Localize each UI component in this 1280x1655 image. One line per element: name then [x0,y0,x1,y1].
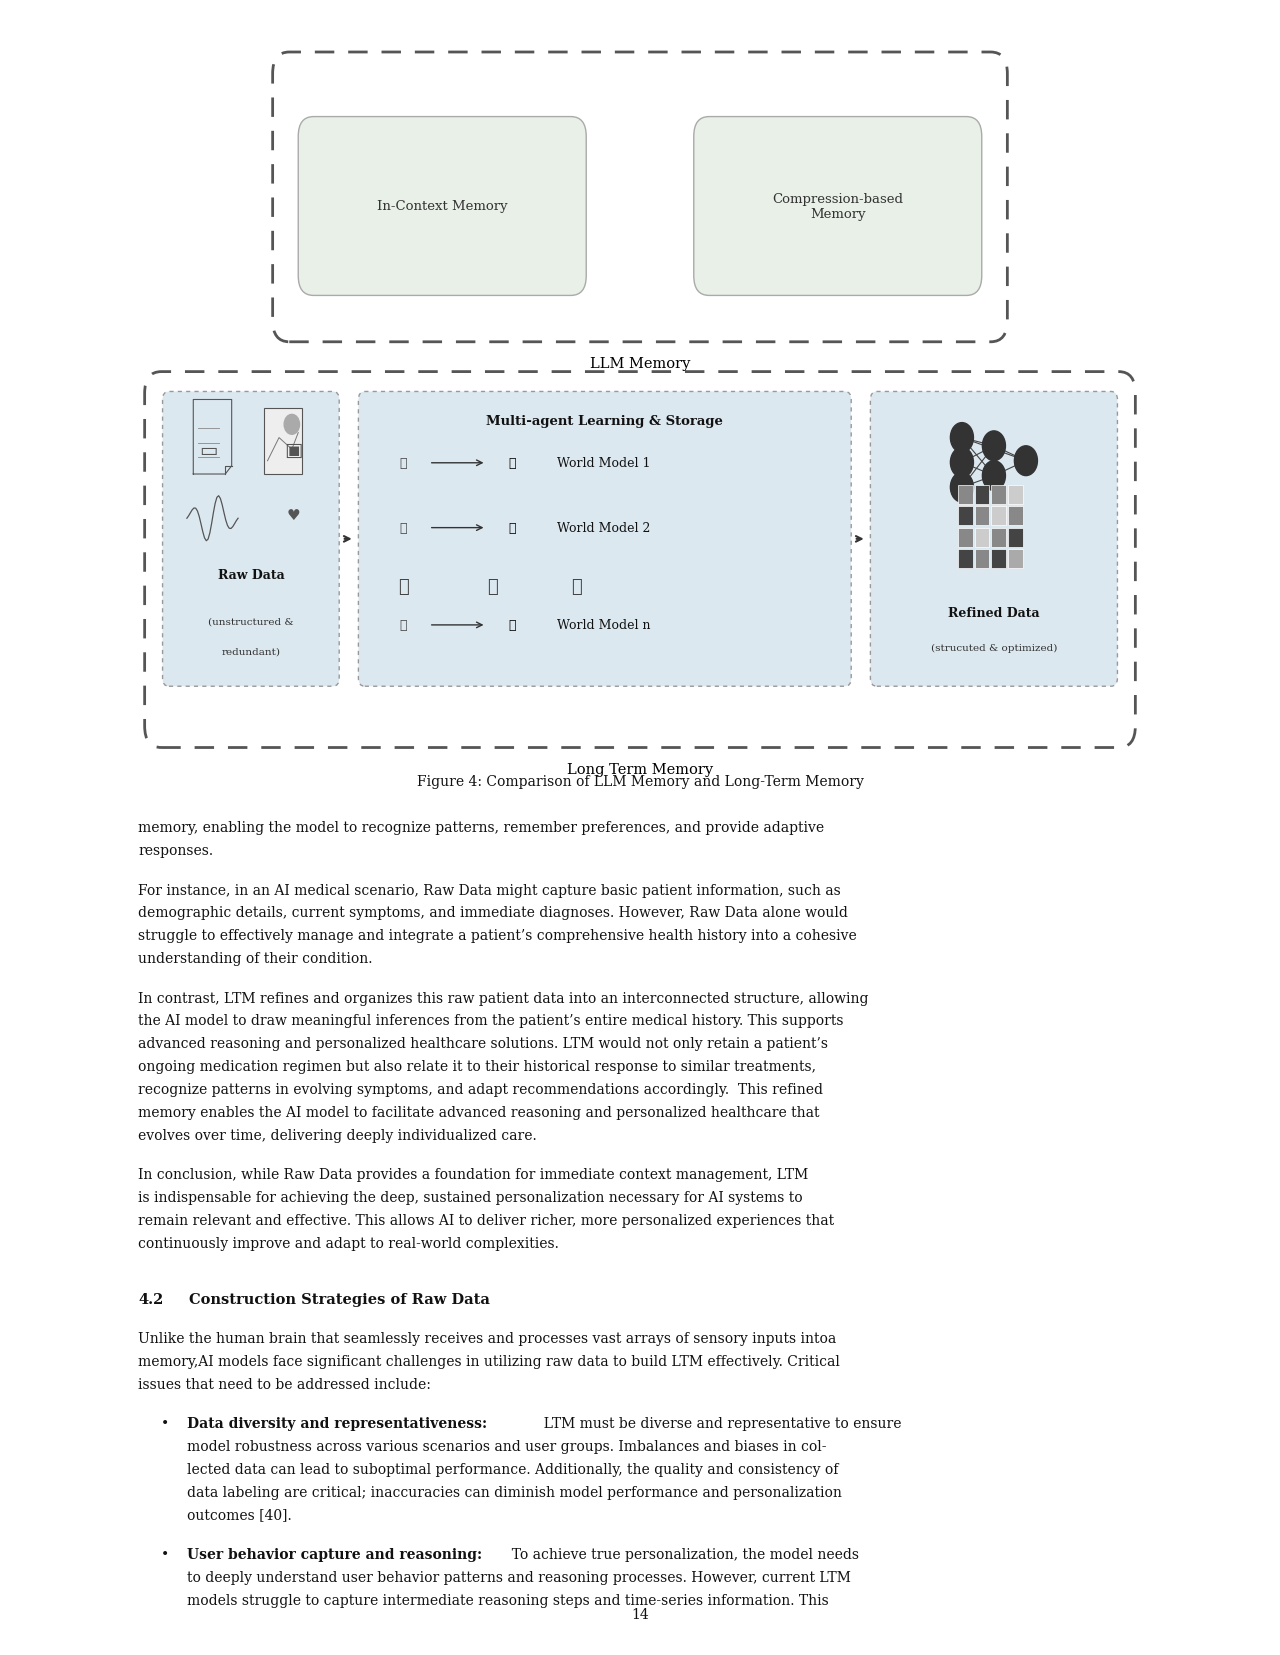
Text: In-Context Memory: In-Context Memory [376,200,508,213]
Text: 🧠: 🧠 [508,457,516,470]
Text: Unlike the human brain that seamlessly receives and processes vast arrays of sen: Unlike the human brain that seamlessly r… [138,1331,837,1346]
Bar [264,409,302,475]
Text: advanced reasoning and personalized healthcare solutions. LTM would not only ret: advanced reasoning and personalized heal… [138,1036,828,1051]
Text: the AI model to draw meaningful inferences from the patient’s entire medical his: the AI model to draw meaningful inferenc… [138,1015,844,1028]
Text: ⋮: ⋮ [571,578,581,596]
Bar [991,528,1006,548]
Text: demographic details, current symptoms, and immediate diagnoses. However, Raw Dat: demographic details, current symptoms, a… [138,905,849,920]
Text: memory,AI models face significant challenges in utilizing raw data to build LTM : memory,AI models face significant challe… [138,1354,840,1369]
Text: ⚙: ⚙ [399,619,407,632]
Circle shape [950,449,973,478]
Bar [957,506,973,526]
Text: ongoing medication regimen but also relate it to their historical response to si: ongoing medication regimen but also rela… [138,1059,817,1074]
Text: redundant): redundant) [221,647,280,655]
Text: Refined Data: Refined Data [948,607,1039,619]
Circle shape [950,473,973,503]
Text: memory, enabling the model to recognize patterns, remember preferences, and prov: memory, enabling the model to recognize … [138,821,824,834]
Text: ▭: ▭ [200,442,218,460]
Circle shape [1015,447,1038,477]
Bar [975,549,989,569]
Circle shape [983,432,1006,462]
Text: memory enables the AI model to facilitate advanced reasoning and personalized he: memory enables the AI model to facilitat… [138,1106,819,1119]
FancyBboxPatch shape [298,118,586,296]
Text: issues that need to be addressed include:: issues that need to be addressed include… [138,1377,431,1390]
Text: LLM Memory: LLM Memory [590,357,690,371]
Text: 🧠: 🧠 [508,619,516,632]
FancyBboxPatch shape [694,118,982,296]
Text: lected data can lead to suboptimal performance. Additionally, the quality and co: lected data can lead to suboptimal perfo… [187,1461,838,1476]
Bar [991,506,1006,526]
Text: Data diversity and representativeness:: Data diversity and representativeness: [187,1417,486,1430]
Text: responses.: responses. [138,844,214,857]
Text: evolves over time, delivering deeply individualized care.: evolves over time, delivering deeply ind… [138,1129,538,1142]
Text: model robustness across various scenarios and user groups. Imbalances and biases: model robustness across various scenario… [187,1440,827,1453]
Text: Long Term Memory: Long Term Memory [567,763,713,776]
Text: models struggle to capture intermediate reasoning steps and time-series informat: models struggle to capture intermediate … [187,1592,828,1607]
Text: Multi-agent Learning & Storage: Multi-agent Learning & Storage [486,415,723,429]
Text: 🧠: 🧠 [508,521,516,535]
Circle shape [284,415,300,435]
Text: ♥: ♥ [287,510,300,523]
FancyBboxPatch shape [870,392,1117,687]
Bar [957,485,973,505]
Text: Figure 4: Comparison of LLM Memory and Long-Term Memory: Figure 4: Comparison of LLM Memory and L… [416,775,864,788]
Bar [991,485,1006,505]
Text: For instance, in an AI medical scenario, Raw Data might capture basic patient in: For instance, in an AI medical scenario,… [138,884,841,897]
Text: data labeling are critical; inaccuracies can diminish model performance and pers: data labeling are critical; inaccuracies… [187,1485,842,1499]
Text: ▣: ▣ [284,442,302,460]
Text: remain relevant and effective. This allows AI to deliver richer, more personaliz: remain relevant and effective. This allo… [138,1213,835,1226]
Text: •: • [161,1547,169,1561]
Bar [1009,549,1023,569]
Text: Construction Strategies of Raw Data: Construction Strategies of Raw Data [189,1293,490,1306]
Text: ⚙: ⚙ [399,521,407,535]
Bar [957,549,973,569]
Text: In conclusion, while Raw Data provides a foundation for immediate context manage: In conclusion, while Raw Data provides a… [138,1167,809,1182]
Bar [957,528,973,548]
Text: ⚙: ⚙ [399,457,407,470]
Text: To achieve true personalization, the model needs: To achieve true personalization, the mod… [503,1547,859,1561]
Text: (unstructured &: (unstructured & [209,617,293,627]
FancyBboxPatch shape [163,392,339,687]
Bar [991,549,1006,569]
FancyBboxPatch shape [358,392,851,687]
Text: (strucuted & optimized): (strucuted & optimized) [931,644,1057,654]
Text: ⋮: ⋮ [398,578,408,596]
Text: User behavior capture and reasoning:: User behavior capture and reasoning: [187,1547,483,1561]
Text: 4.2: 4.2 [138,1293,164,1306]
Circle shape [983,462,1006,492]
Text: •: • [161,1417,169,1430]
Text: understanding of their condition.: understanding of their condition. [138,952,372,965]
Circle shape [950,424,973,453]
Text: World Model 2: World Model 2 [557,521,650,535]
Text: LTM must be diverse and representative to ensure: LTM must be diverse and representative t… [535,1417,901,1430]
Bar [1009,485,1023,505]
Text: 14: 14 [631,1607,649,1620]
Text: Compression-based
Memory: Compression-based Memory [772,194,904,220]
Bar [975,485,989,505]
Bar [975,506,989,526]
Text: Raw Data: Raw Data [218,568,284,581]
Text: ⋮: ⋮ [488,578,498,596]
Text: recognize patterns in evolving symptoms, and adapt recommendations accordingly. : recognize patterns in evolving symptoms,… [138,1082,823,1096]
Text: continuously improve and adapt to real-world complexities.: continuously improve and adapt to real-w… [138,1236,559,1250]
Text: In contrast, LTM refines and organizes this raw patient data into an interconnec: In contrast, LTM refines and organizes t… [138,991,869,1005]
Text: World Model n: World Model n [557,619,650,632]
Text: is indispensable for achieving the deep, sustained personalization necessary for: is indispensable for achieving the deep,… [138,1190,803,1205]
Bar [1009,506,1023,526]
Text: to deeply understand user behavior patterns and reasoning processes. However, cu: to deeply understand user behavior patte… [187,1571,851,1584]
Text: struggle to effectively manage and integrate a patient’s comprehensive health hi: struggle to effectively manage and integ… [138,928,858,943]
Text: World Model 1: World Model 1 [557,457,650,470]
Text: outcomes [40].: outcomes [40]. [187,1508,292,1521]
Bar [1009,528,1023,548]
Bar [975,528,989,548]
